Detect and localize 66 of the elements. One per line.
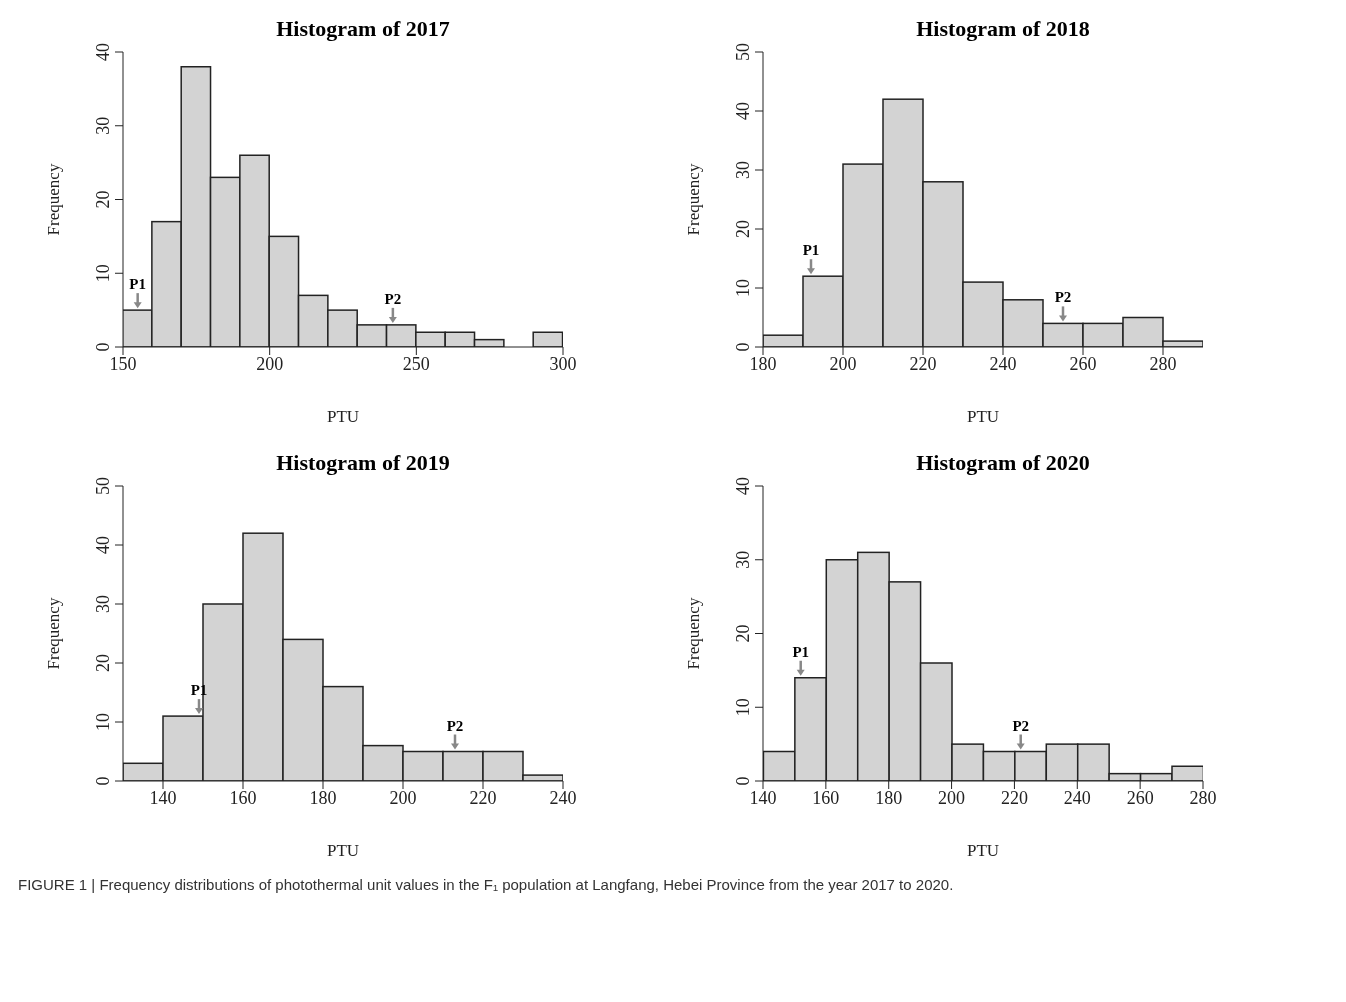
x-tick-label: 240 — [549, 787, 577, 808]
x-tick-label: 220 — [469, 787, 497, 808]
x-tick-label: 180 — [309, 787, 337, 808]
x-tick-label: 160 — [812, 787, 840, 808]
x-axis-title: PTU — [966, 407, 1000, 426]
y-tick-label: 10 — [93, 713, 113, 731]
y-tick-label: 0 — [733, 342, 753, 352]
y-axis-title: Frequency — [684, 163, 704, 236]
y-tick-label: 30 — [733, 550, 753, 569]
y-tick-label: 0 — [93, 776, 113, 786]
x-tick-label: 280 — [1189, 787, 1217, 808]
annotation: P2 — [1054, 289, 1072, 306]
x-tick-label: 250 — [402, 353, 430, 374]
x-axis-title: PTU — [326, 407, 360, 426]
y-tick-label: 0 — [93, 342, 113, 352]
x-tick-label: 140 — [149, 787, 177, 808]
x-tick-label: 220 — [909, 353, 937, 374]
y-tick-label: 20 — [733, 220, 753, 238]
x-tick-label: 180 — [749, 353, 777, 374]
y-tick-label: 50 — [93, 477, 113, 495]
y-tick-label: 0 — [733, 776, 753, 786]
y-tick-label: 30 — [733, 161, 753, 179]
x-tick-label: 180 — [875, 787, 903, 808]
y-axis-title: Frequency — [684, 597, 704, 670]
x-tick-label: 200 — [938, 787, 966, 808]
annotation: P2 — [1012, 717, 1030, 734]
y-tick-label: 20 — [93, 190, 113, 209]
x-tick-label: 160 — [229, 787, 257, 808]
annotation: P2 — [446, 717, 464, 734]
y-tick-label: 40 — [93, 536, 113, 554]
y-tick-label: 40 — [93, 43, 113, 61]
x-tick-label: 240 — [989, 353, 1017, 374]
chart-title: Histogram of 2020 — [915, 449, 1091, 476]
x-tick-label: 140 — [749, 787, 777, 808]
x-axis-title: PTU — [966, 841, 1000, 860]
x-axis-title: PTU — [326, 841, 360, 860]
x-tick-label: 200 — [829, 353, 857, 374]
x-tick-label: 260 — [1069, 353, 1097, 374]
y-axis-title: Frequency — [44, 163, 64, 236]
y-axis-title: Frequency — [44, 597, 64, 670]
y-tick-label: 40 — [733, 477, 753, 495]
x-tick-label: 240 — [1063, 787, 1091, 808]
chart-title: Histogram of 2018 — [915, 15, 1091, 42]
x-tick-label: 200 — [389, 787, 417, 808]
annotation: P1 — [792, 643, 810, 660]
y-tick-label: 10 — [733, 279, 753, 297]
chart-title: Histogram of 2017 — [275, 15, 451, 42]
x-tick-label: 220 — [1000, 787, 1028, 808]
x-tick-label: 280 — [1149, 353, 1177, 374]
x-tick-label: 300 — [549, 353, 577, 374]
x-tick-label: 150 — [109, 353, 137, 374]
y-tick-label: 10 — [733, 698, 753, 717]
annotation: P2 — [384, 290, 402, 307]
annotation: P1 — [802, 242, 820, 259]
y-tick-label: 10 — [93, 264, 113, 283]
y-tick-label: 40 — [733, 102, 753, 120]
y-tick-label: 20 — [93, 654, 113, 672]
x-tick-label: 260 — [1126, 787, 1154, 808]
x-tick-label: 200 — [256, 353, 284, 374]
y-tick-label: 30 — [93, 116, 113, 135]
y-tick-label: 20 — [733, 624, 753, 643]
annotation: P1 — [129, 276, 146, 293]
chart-title: Histogram of 2019 — [275, 449, 451, 476]
y-tick-label: 30 — [93, 595, 113, 613]
caption: FIGURE 1 | Frequency distributions of photothermal unit values in the F₁ population at Langfang, Hebei Province from the year 2017 to 2020. — [18, 876, 955, 893]
y-tick-label: 50 — [733, 43, 753, 61]
